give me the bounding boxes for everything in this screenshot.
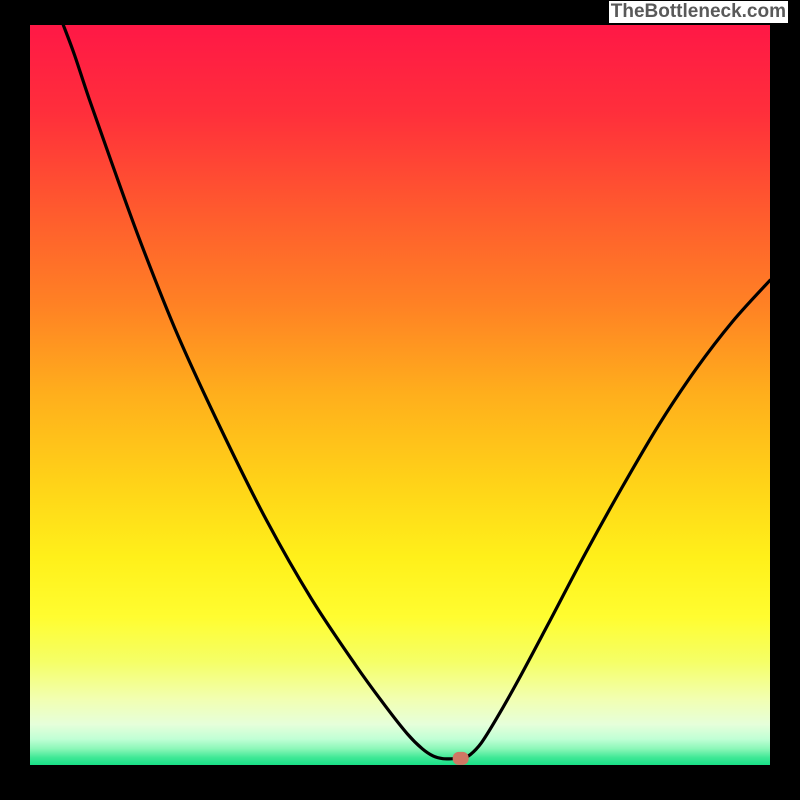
chart-container: TheBottleneck.com xyxy=(0,0,800,800)
bottleneck-chart xyxy=(0,0,800,800)
optimal-point-marker xyxy=(453,752,469,765)
watermark-text: TheBottleneck.com xyxy=(609,1,788,23)
plot-background-gradient xyxy=(30,25,770,765)
